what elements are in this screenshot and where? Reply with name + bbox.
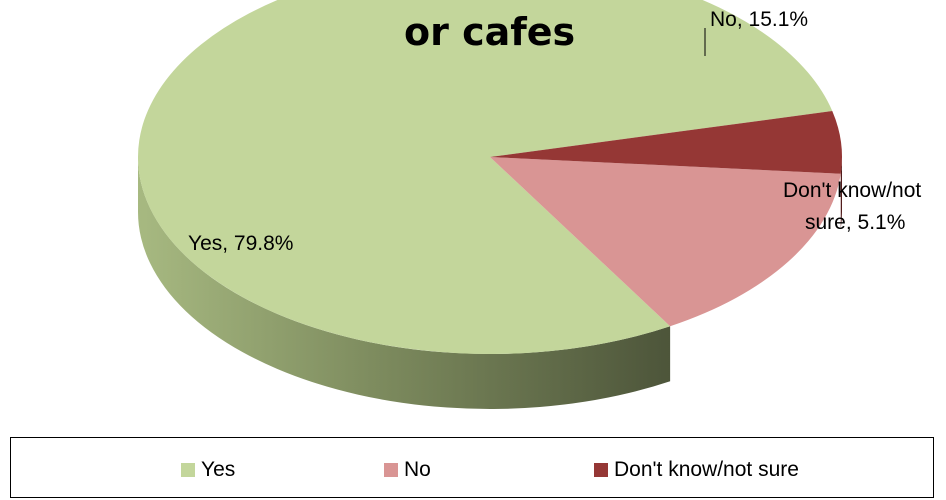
legend-swatch-yes [181,463,195,477]
legend-item-yes: Yes [181,458,235,482]
pie-side-yes [138,157,671,409]
chart-title: or cafes [404,10,575,54]
pie-side-don-t-know-not-sure [840,157,842,229]
pie-slices [138,0,842,354]
legend-item-no: No [384,458,431,482]
pie-chart: Yes, 79.8% No, 15.1% Don't know/not sure… [138,0,921,409]
data-label-dont-know-line1: Don't know/not [783,179,921,202]
legend-item-dont-know: Don't know/not sure [594,458,799,482]
pie-slice-yes [138,0,833,354]
legend-swatch-dont-know [594,463,608,477]
legend-label-no: No [404,458,431,481]
data-labels: Yes, 79.8% No, 15.1% Don't know/not sure… [188,8,921,255]
pie-slice-don-t-know-not-sure [490,111,842,174]
legend-label-yes: Yes [201,458,236,481]
pie-slice-no [490,157,841,327]
chart-legend: Yes No Don't know/not sure [10,437,934,498]
data-label-no: No, 15.1% [710,8,808,31]
data-label-dont-know-line2: sure, 5.1% [805,211,905,234]
data-label-yes: Yes, 79.8% [188,232,293,255]
legend-label-dont-know: Don't know/not sure [614,458,799,481]
legend-swatch-no [384,463,398,477]
pie-sides [138,157,842,409]
